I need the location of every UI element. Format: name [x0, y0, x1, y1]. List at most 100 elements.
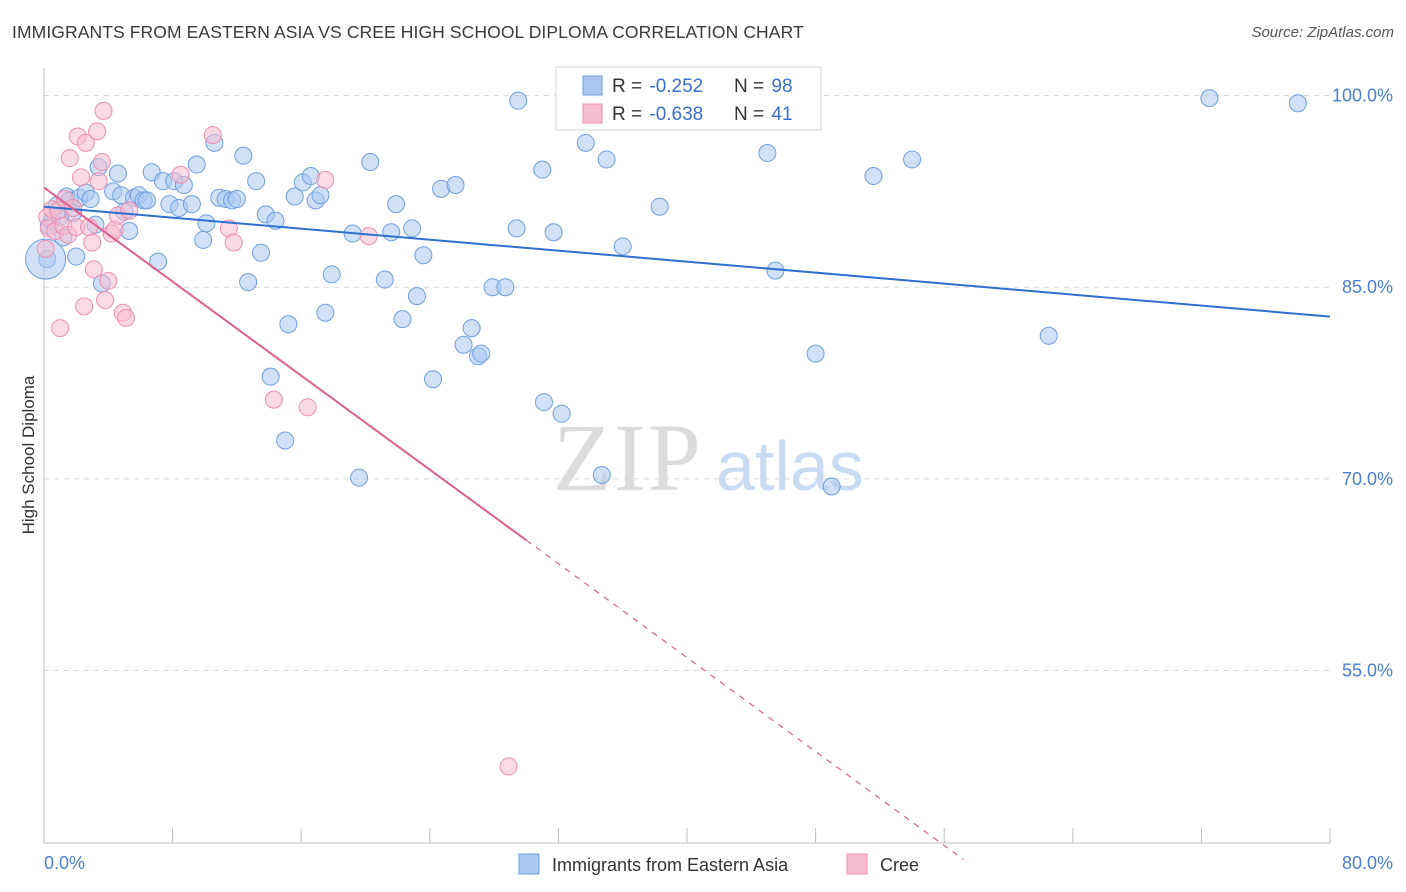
data-point-eastern-asia: [1039, 326, 1058, 345]
data-point-cree: [99, 271, 118, 290]
data-point-cree: [88, 122, 107, 141]
bottom-legend-label-pink: Cree: [880, 855, 919, 875]
data-point-eastern-asia: [285, 187, 304, 206]
trend-line-cree: [43, 186, 527, 541]
data-point-cree: [89, 172, 108, 191]
legend-r-value-1: -0.252: [649, 76, 703, 97]
legend-n-label-1: N =: [734, 76, 769, 97]
data-point-eastern-asia: [137, 191, 156, 210]
data-point-cree: [92, 152, 111, 171]
bottom-legend: Immigrants from Eastern Asia Cree: [518, 853, 919, 875]
y-tick-label: 70.0%: [1342, 469, 1393, 489]
series-cree-points: [36, 101, 518, 776]
data-point-eastern-asia: [316, 303, 335, 322]
data-point-eastern-asia: [375, 270, 394, 289]
data-point-eastern-asia: [247, 172, 266, 191]
trend-line-cree-extrapolated: [525, 539, 964, 861]
x-tick-label: 0.0%: [44, 853, 85, 873]
data-point-eastern-asia: [496, 278, 515, 297]
trend-lines: [43, 186, 1331, 861]
data-point-eastern-asia: [227, 190, 246, 209]
data-point-cree: [51, 319, 70, 338]
legend-r-label-1: R =: [612, 76, 647, 97]
y-tick-label: 85.0%: [1342, 277, 1393, 297]
series-eastern-asia-points: [25, 89, 1307, 496]
legend-n-value-2: 41: [771, 104, 792, 125]
data-point-eastern-asia: [1200, 89, 1219, 108]
legend-n-value-1: 98: [771, 76, 792, 97]
data-point-eastern-asia: [533, 160, 552, 179]
watermark-atlas: atlas: [716, 427, 864, 505]
data-point-eastern-asia: [234, 146, 253, 165]
data-point-eastern-asia: [182, 195, 201, 214]
data-point-eastern-asia: [194, 230, 213, 249]
data-point-eastern-asia: [279, 315, 298, 334]
legend-n-label-2: N =: [734, 104, 769, 125]
bottom-legend-swatch-pink: [846, 853, 868, 875]
data-point-eastern-asia: [239, 273, 258, 292]
data-point-eastern-asia: [81, 190, 100, 209]
data-point-eastern-asia: [509, 91, 528, 110]
data-point-cree: [83, 233, 102, 252]
data-point-cree: [84, 260, 103, 279]
grid-lines: [44, 95, 1330, 672]
data-point-eastern-asia: [197, 214, 216, 233]
data-point-eastern-asia: [534, 393, 553, 412]
legend-swatch-blue: [582, 75, 603, 96]
data-point-eastern-asia: [311, 186, 330, 205]
data-point-eastern-asia: [544, 223, 563, 242]
data-point-eastern-asia: [266, 211, 285, 230]
data-point-eastern-asia: [387, 195, 406, 214]
y-axis-label: High School Diploma: [19, 375, 38, 534]
data-point-eastern-asia: [67, 247, 86, 266]
svg-text:R = -0.252: R = -0.252: [612, 76, 703, 97]
legend-swatch-pink: [582, 103, 603, 124]
data-point-eastern-asia: [414, 246, 433, 265]
data-point-eastern-asia: [252, 243, 271, 262]
data-point-eastern-asia: [108, 164, 127, 183]
data-point-cree: [203, 126, 222, 145]
data-point-eastern-asia: [454, 335, 473, 354]
svg-text:R = -0.638: R = -0.638: [612, 104, 703, 125]
svg-text:N = 98: N = 98: [734, 76, 793, 97]
data-point-cree: [120, 201, 139, 220]
data-point-eastern-asia: [361, 152, 380, 171]
bottom-legend-label-blue: Immigrants from Eastern Asia: [552, 855, 789, 875]
data-point-eastern-asia: [403, 219, 422, 238]
axes: [43, 68, 1331, 844]
data-point-cree: [75, 297, 94, 316]
data-point-cree: [298, 398, 317, 417]
data-point-cree: [60, 149, 79, 168]
data-point-eastern-asia: [903, 150, 922, 169]
data-point-eastern-asia: [507, 219, 526, 238]
data-point-eastern-asia: [276, 431, 295, 450]
data-point-eastern-asia: [576, 133, 595, 152]
data-point-eastern-asia-large: [25, 238, 67, 280]
data-point-eastern-asia: [424, 370, 443, 389]
data-point-eastern-asia: [864, 167, 883, 186]
data-point-cree: [36, 239, 55, 258]
data-point-cree: [264, 390, 283, 409]
watermark: ZIP atlas: [553, 404, 864, 511]
data-point-eastern-asia: [261, 367, 280, 386]
data-point-eastern-asia: [350, 468, 369, 487]
data-point-cree: [96, 290, 115, 309]
data-point-cree: [71, 168, 90, 187]
y-tick-label: 100.0%: [1332, 86, 1393, 106]
data-point-eastern-asia: [650, 197, 669, 216]
data-point-cree: [171, 165, 190, 184]
bottom-legend-swatch-blue: [518, 853, 540, 875]
legend-r-label-2: R =: [612, 104, 647, 125]
chart-title: IMMIGRANTS FROM EASTERN ASIA VS CREE HIG…: [12, 22, 804, 42]
legend-r-value-2: -0.638: [649, 104, 703, 125]
trend-line-eastern-asia: [43, 205, 1331, 318]
y-tick-label: 55.0%: [1342, 661, 1393, 681]
svg-text:N = 41: N = 41: [734, 104, 793, 125]
data-point-eastern-asia: [1288, 94, 1307, 113]
data-point-eastern-asia: [382, 223, 401, 242]
data-point-cree: [499, 757, 518, 776]
data-point-eastern-asia: [806, 344, 825, 363]
data-point-cree: [359, 227, 378, 246]
y-tick-labels: 100.0% 85.0% 70.0% 55.0%: [1332, 86, 1393, 681]
